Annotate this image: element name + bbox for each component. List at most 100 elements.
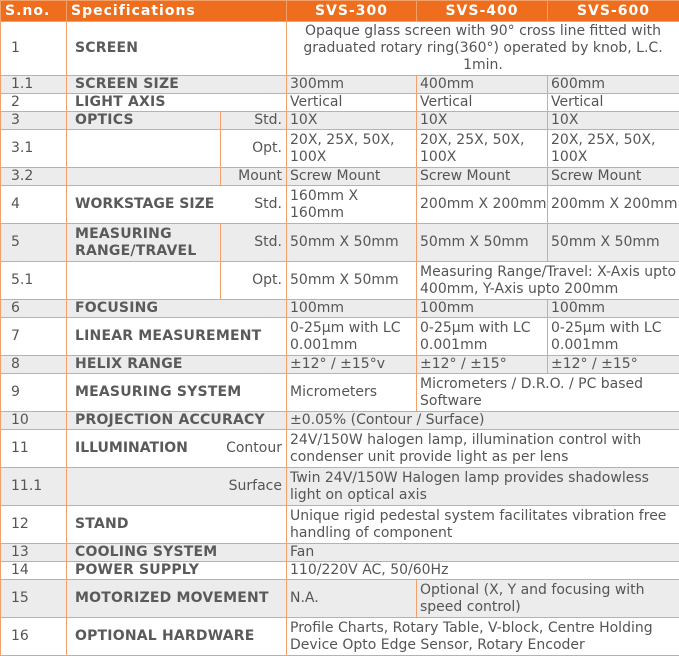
table-row: 5 MEASURING RANGE/TRAVEL Std. 50mm X 50m…: [1, 224, 679, 262]
row-number: 4: [1, 186, 67, 224]
value-svs-300: 20X, 25X, 50X, 100X: [287, 130, 417, 168]
spec-subtype: Mount: [221, 168, 287, 186]
value-svs-400: 10X: [417, 112, 548, 130]
value-svs-600: 600mm: [548, 76, 679, 94]
spec-name: PROJECTION ACCURACY: [67, 412, 287, 430]
table-row: 3.2 Mount Screw Mount Screw Mount Screw …: [1, 168, 679, 186]
spec-name: HELIX RANGE: [67, 356, 287, 374]
value-svs-300: 0-25µm with LC 0.001mm: [287, 318, 417, 356]
row-number: 11.1: [1, 468, 67, 506]
spec-value-all: Twin 24V/150W Halogen lamp provides shad…: [287, 468, 679, 506]
spec-name: SCREEN SIZE: [67, 76, 287, 94]
value-svs-400: ±12° / ±15°: [417, 356, 548, 374]
header-specifications: Specifications: [67, 1, 287, 22]
spec-subtype: Contour: [226, 440, 282, 457]
row-number: 1.1: [1, 76, 67, 94]
table-row: 15 MOTORIZED MOVEMENT N.A. Optional (X, …: [1, 580, 679, 618]
value-svs-400: 400mm: [417, 76, 548, 94]
value-svs-300: 10X: [287, 112, 417, 130]
row-number: 5: [1, 224, 67, 262]
value-svs-400: 20X, 25X, 50X, 100X: [417, 130, 548, 168]
table-row: 2 LIGHT AXIS Vertical Vertical Vertical: [1, 94, 679, 112]
spec-value-all: Opaque glass screen with 90° cross line …: [287, 22, 679, 76]
table-row: 3.1 Opt. 20X, 25X, 50X, 100X 20X, 25X, 5…: [1, 130, 679, 168]
value-svs-600: 10X: [548, 112, 679, 130]
table-row: 8 HELIX RANGE ±12° / ±15°v ±12° / ±15° ±…: [1, 356, 679, 374]
value-svs-400: 50mm X 50mm: [417, 224, 548, 262]
row-number: 13: [1, 544, 67, 562]
row-number: 3: [1, 112, 67, 130]
spec-name: COOLING SYSTEM: [67, 544, 287, 562]
spec-name: LIGHT AXIS: [67, 94, 287, 112]
spec-name-empty: [67, 168, 221, 186]
table-row: 3 OPTICS Std. 10X 10X 10X: [1, 112, 679, 130]
row-number: 3.1: [1, 130, 67, 168]
spec-name: STAND: [67, 506, 287, 544]
table-row: 11 ILLUMINATION Contour 24V/150W halogen…: [1, 430, 679, 468]
spec-name: FOCUSING: [67, 300, 287, 318]
spec-name: WORKSTAGE SIZE: [75, 196, 214, 213]
spec-value-all: Unique rigid pedestal system facilitates…: [287, 506, 679, 544]
spec-name-empty: [67, 130, 221, 168]
value-svs-600: 0-25µm with LC 0.001mm: [548, 318, 679, 356]
table-row: 4 WORKSTAGE SIZE Std. 160mm X 160mm 200m…: [1, 186, 679, 224]
spec-value-all: 24V/150W halogen lamp, illumination cont…: [287, 430, 679, 468]
header-model-svs-600: SVS-600: [548, 1, 679, 22]
spec-cell: WORKSTAGE SIZE Std.: [67, 186, 287, 224]
table-row: 11.1 Surface Twin 24V/150W Halogen lamp …: [1, 468, 679, 506]
value-svs-300: 160mm X 160mm: [287, 186, 417, 224]
spec-name: MEASURING RANGE/TRAVEL: [67, 224, 221, 262]
value-svs-400: Screw Mount: [417, 168, 548, 186]
value-svs-300: 50mm X 50mm: [287, 224, 417, 262]
value-svs-300: Screw Mount: [287, 168, 417, 186]
spec-value-all: 110/220V AC, 50/60Hz: [287, 562, 679, 580]
header-model-svs-300: SVS-300: [287, 1, 417, 22]
spec-subtype: Opt.: [221, 130, 287, 168]
spec-name: LINEAR MEASUREMENT: [67, 318, 287, 356]
row-number: 12: [1, 506, 67, 544]
value-svs-600: Vertical: [548, 94, 679, 112]
spec-subtype: Std.: [221, 112, 287, 130]
value-svs-400-600: Micrometers / D.R.O. / PC based Software: [417, 374, 679, 412]
spec-value-all: Profile Charts, Rotary Table, V-block, C…: [287, 618, 679, 656]
table-row: 5.1 Opt. 50mm X 50mm Measuring Range/Tra…: [1, 262, 679, 300]
table-row: 6 FOCUSING 100mm 100mm 100mm: [1, 300, 679, 318]
table-row: 14 POWER SUPPLY 110/220V AC, 50/60Hz: [1, 562, 679, 580]
spec-name: MOTORIZED MOVEMENT: [67, 580, 287, 618]
value-svs-400: 0-25µm with LC 0.001mm: [417, 318, 548, 356]
spec-subtype: Surface: [67, 468, 287, 506]
spec-subtype: Std.: [254, 196, 282, 213]
spec-value-all: Fan: [287, 544, 679, 562]
value-svs-300: Micrometers: [287, 374, 417, 412]
table-row: 1.1 SCREEN SIZE 300mm 400mm 600mm: [1, 76, 679, 94]
spec-name: POWER SUPPLY: [67, 562, 287, 580]
spec-name: SCREEN: [67, 22, 287, 76]
spec-name: OPTICS: [67, 112, 221, 130]
row-number: 2: [1, 94, 67, 112]
value-svs-300: 100mm: [287, 300, 417, 318]
value-svs-300: 300mm: [287, 76, 417, 94]
value-svs-300: N.A.: [287, 580, 417, 618]
row-number: 1: [1, 22, 67, 76]
header-sno: S.no.: [1, 1, 67, 22]
table-row: 10 PROJECTION ACCURACY ±0.05% (Contour /…: [1, 412, 679, 430]
value-svs-600: 20X, 25X, 50X, 100X: [548, 130, 679, 168]
row-number: 11: [1, 430, 67, 468]
value-svs-600: ±12° / ±15°: [548, 356, 679, 374]
spec-cell: ILLUMINATION Contour: [67, 430, 287, 468]
table-row: 7 LINEAR MEASUREMENT 0-25µm with LC 0.00…: [1, 318, 679, 356]
spec-name: OPTIONAL HARDWARE: [67, 618, 287, 656]
spec-name-empty: [67, 262, 221, 300]
table-row: 13 COOLING SYSTEM Fan: [1, 544, 679, 562]
value-svs-300: 50mm X 50mm: [287, 262, 417, 300]
spec-value-all: ±0.05% (Contour / Surface): [287, 412, 679, 430]
value-svs-600: Screw Mount: [548, 168, 679, 186]
row-number: 7: [1, 318, 67, 356]
value-svs-300: ±12° / ±15°v: [287, 356, 417, 374]
row-number: 15: [1, 580, 67, 618]
row-number: 6: [1, 300, 67, 318]
row-number: 16: [1, 618, 67, 656]
value-svs-600: 100mm: [548, 300, 679, 318]
value-svs-300: Vertical: [287, 94, 417, 112]
